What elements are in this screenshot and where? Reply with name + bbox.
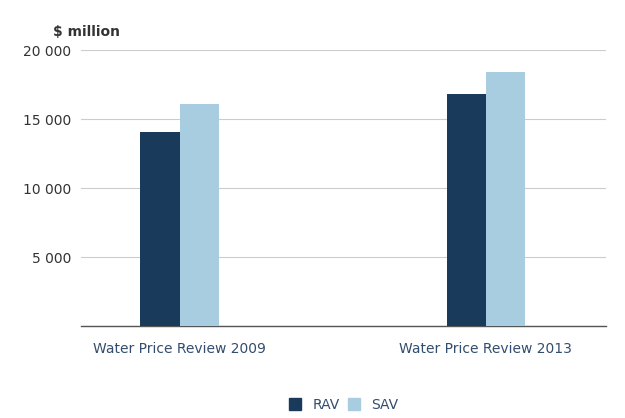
- Legend: RAV, SAV: RAV, SAV: [284, 394, 403, 416]
- Bar: [140, 132, 180, 326]
- Bar: [486, 72, 525, 326]
- Text: $ million: $ million: [53, 25, 120, 39]
- Bar: [180, 104, 219, 326]
- Bar: [446, 94, 486, 326]
